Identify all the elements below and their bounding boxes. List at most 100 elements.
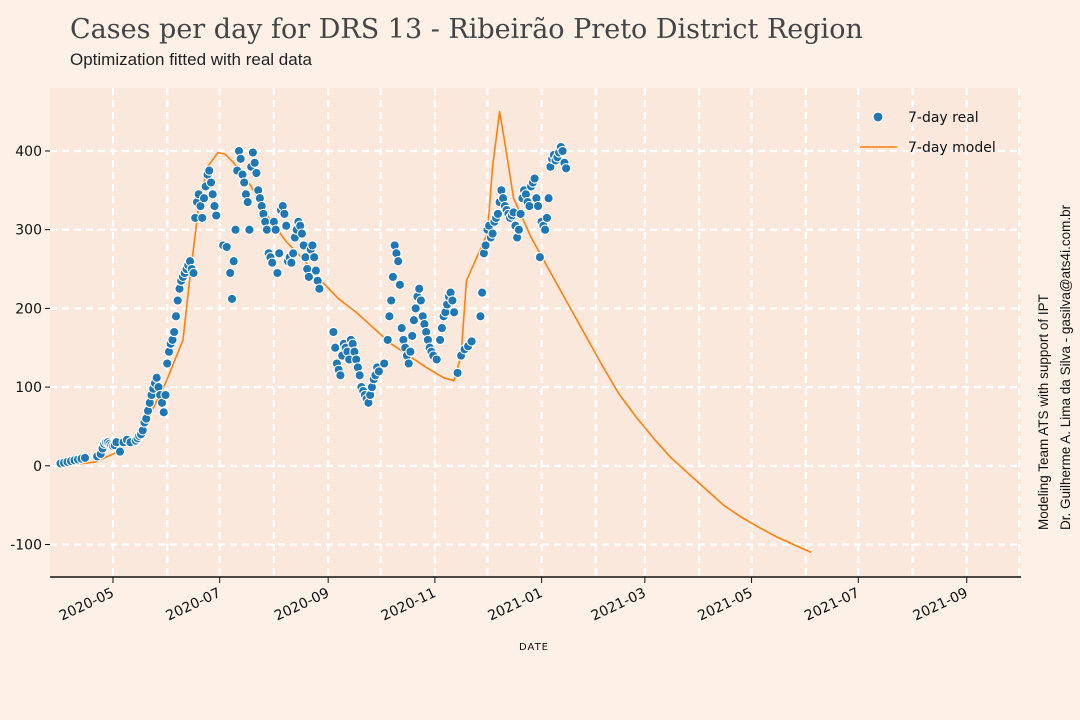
real-point bbox=[288, 248, 299, 259]
real-point bbox=[539, 224, 551, 235]
real-point bbox=[436, 322, 448, 334]
plot-area bbox=[50, 88, 1021, 576]
real-point bbox=[230, 224, 241, 235]
real-point bbox=[447, 295, 458, 306]
real-point bbox=[244, 224, 255, 235]
x-tick-label: 2020-09 bbox=[272, 585, 332, 624]
x-tick-label: 2021-05 bbox=[695, 585, 755, 624]
x-axis-title: DATE bbox=[519, 642, 549, 653]
real-point bbox=[379, 358, 390, 369]
real-point bbox=[160, 389, 171, 401]
real-point bbox=[415, 295, 427, 306]
real-point bbox=[235, 153, 246, 164]
y-tick-label: 400 bbox=[15, 144, 42, 160]
real-point bbox=[225, 267, 236, 279]
real-point bbox=[529, 173, 540, 184]
real-point bbox=[226, 293, 238, 305]
real-point bbox=[476, 287, 488, 298]
real-point bbox=[448, 307, 460, 318]
real-point bbox=[170, 311, 182, 322]
real-point bbox=[515, 208, 526, 220]
side-note-line-1: Modeling Team ATS with support of IPT bbox=[1036, 294, 1051, 530]
real-point bbox=[228, 256, 239, 267]
real-point bbox=[188, 267, 199, 279]
y-tick-label: 300 bbox=[15, 223, 42, 239]
x-tick-label: 2020-05 bbox=[57, 585, 117, 624]
real-point bbox=[296, 228, 308, 239]
real-point bbox=[330, 342, 341, 353]
real-point bbox=[354, 370, 365, 381]
real-point bbox=[114, 446, 126, 457]
real-point bbox=[466, 336, 477, 347]
legend: 7-day real 7-day model bbox=[860, 110, 996, 156]
real-point bbox=[492, 208, 504, 220]
real-point bbox=[557, 145, 568, 157]
real-point bbox=[534, 252, 546, 263]
x-tick-label: 2021-01 bbox=[486, 585, 546, 624]
real-point bbox=[303, 271, 315, 283]
real-point bbox=[239, 177, 250, 188]
y-axis: -100 0 100 200 300 400 bbox=[10, 144, 50, 554]
real-point bbox=[79, 452, 91, 464]
real-point bbox=[541, 212, 553, 224]
real-point bbox=[242, 196, 253, 208]
legend-model-label: 7-day model bbox=[908, 140, 996, 156]
x-tick-label: 2020-11 bbox=[379, 585, 439, 624]
real-point bbox=[169, 326, 180, 338]
real-point bbox=[475, 311, 486, 322]
real-point bbox=[251, 167, 262, 179]
real-point bbox=[270, 224, 281, 235]
real-point bbox=[431, 354, 442, 365]
real-series bbox=[55, 141, 572, 469]
real-point bbox=[158, 407, 169, 418]
real-point bbox=[328, 326, 339, 338]
real-point bbox=[386, 295, 397, 306]
real-point bbox=[387, 271, 399, 283]
grid bbox=[50, 88, 1021, 576]
real-point bbox=[162, 358, 173, 369]
x-tick-label: 2021-09 bbox=[911, 585, 971, 624]
side-note-line-2: Dr. Guilherme A. Lima da Silva - gasilva… bbox=[1058, 204, 1073, 530]
legend-real-label: 7-day real bbox=[908, 110, 979, 126]
y-tick-label: 100 bbox=[15, 380, 42, 396]
real-point bbox=[204, 165, 215, 176]
real-point bbox=[249, 157, 260, 168]
real-point bbox=[281, 220, 292, 231]
real-point bbox=[272, 267, 283, 279]
real-point bbox=[310, 265, 322, 276]
real-point bbox=[513, 224, 525, 235]
real-point bbox=[394, 279, 406, 290]
real-point bbox=[261, 224, 273, 235]
real-point bbox=[396, 322, 407, 334]
real-point bbox=[247, 147, 259, 158]
real-point bbox=[267, 257, 278, 268]
real-point bbox=[286, 257, 297, 268]
y-tick-label: 200 bbox=[15, 301, 42, 317]
x-tick-label: 2021-07 bbox=[802, 585, 862, 624]
real-point bbox=[434, 334, 446, 346]
chart-title: Cases per day for DRS 13 - Ribeirão Pret… bbox=[70, 14, 863, 45]
real-point bbox=[524, 200, 535, 212]
real-point bbox=[532, 200, 544, 212]
x-axis: 2020-05 2020-07 2020-09 2020-11 2021-01 2021-… bbox=[57, 577, 971, 624]
real-point bbox=[384, 311, 395, 322]
real-point bbox=[487, 228, 498, 239]
real-point bbox=[382, 334, 393, 346]
real-point bbox=[314, 283, 325, 294]
real-point bbox=[274, 248, 285, 259]
real-point bbox=[393, 256, 404, 267]
real-point bbox=[335, 370, 346, 381]
real-point bbox=[452, 367, 463, 379]
y-tick-label: -100 bbox=[10, 538, 42, 554]
y-tick-label: 0 bbox=[33, 459, 42, 475]
real-point bbox=[172, 295, 183, 306]
real-point bbox=[543, 193, 554, 204]
real-point bbox=[197, 212, 208, 224]
real-point bbox=[480, 240, 491, 251]
chart-subtitle: Optimization fitted with real data bbox=[70, 50, 312, 69]
real-point bbox=[279, 208, 290, 220]
real-point bbox=[209, 200, 220, 212]
real-point bbox=[307, 240, 318, 251]
real-point bbox=[211, 210, 222, 221]
